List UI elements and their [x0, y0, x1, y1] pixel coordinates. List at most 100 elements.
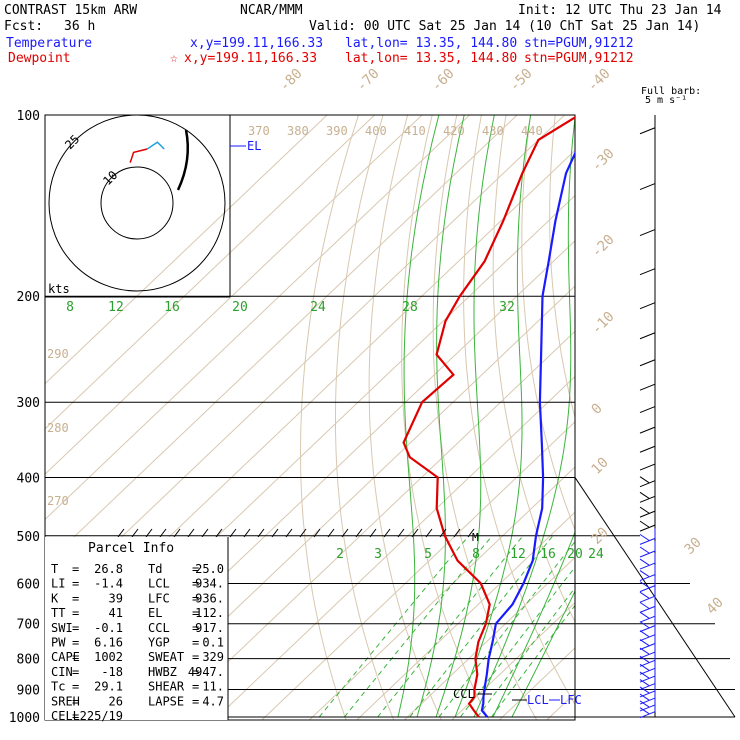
parcel-name: SWI	[51, 621, 73, 635]
theta-label: 400	[365, 124, 387, 138]
wind-barb	[639, 673, 656, 691]
parcel-value: 936.	[195, 591, 224, 605]
forecast-value: 36 h	[64, 19, 96, 34]
mixing-ratio-label: 3	[374, 547, 382, 562]
dewpoint-line	[402, 116, 575, 718]
parcel-name: LFC	[148, 591, 170, 605]
parcel-name: HWBZ	[148, 665, 177, 679]
hatch-mark	[425, 528, 433, 538]
wind-barb	[639, 470, 656, 488]
parcel-eq: =	[72, 606, 79, 620]
pressure-label-900: 900	[17, 683, 40, 698]
parcel-eq: =	[192, 636, 199, 650]
moist-label: 24	[310, 300, 326, 315]
barb-flag	[639, 634, 656, 642]
dry-adiabat	[629, 115, 740, 730]
hatch-mark	[201, 528, 209, 538]
parcel-value: 225/19	[80, 709, 123, 723]
el-label: EL	[247, 139, 261, 153]
barb-flag	[639, 595, 656, 603]
parcel-name: LAPSE	[148, 694, 184, 708]
parcel-eq: =	[192, 694, 199, 708]
parcel-info-row: CAPE= 1002 SWEAT = 329	[51, 650, 224, 664]
parcel-eq: =	[192, 650, 199, 664]
isotherm	[498, 647, 575, 720]
theta-left-label: 270	[47, 494, 69, 508]
parcel-value: -1.4	[94, 577, 123, 591]
wind-barb	[639, 322, 656, 340]
hodo-trace-low	[129, 148, 148, 163]
wind-barb	[639, 292, 656, 310]
isotherm	[546, 692, 575, 720]
hatch-mark	[369, 528, 377, 538]
sounding-series	[402, 116, 575, 718]
parcel-name: CELL	[51, 709, 80, 723]
moist-label: 16	[164, 300, 180, 315]
parcel-eq: =	[72, 621, 79, 635]
barb-flag	[639, 332, 656, 340]
wind-barb	[639, 417, 656, 434]
wind-barb	[639, 633, 656, 650]
hatch-mark	[131, 528, 139, 538]
hatch-mark	[187, 528, 195, 538]
moist-adiabat	[397, 115, 440, 718]
barb-flag	[639, 550, 656, 558]
parcel-eq: =	[72, 591, 79, 605]
barb-legend-units: 5 m s⁻¹	[645, 95, 688, 106]
barb-flag	[639, 643, 656, 650]
parcel-eq: =	[72, 694, 79, 708]
parcel-eq: =	[192, 562, 199, 576]
hatch-mark	[411, 528, 419, 538]
mixing-ratio-label: 16	[540, 547, 556, 562]
isotherm	[45, 115, 376, 430]
hodo-ring-label-25: 25	[62, 132, 82, 152]
pressure-label-100: 100	[17, 109, 40, 124]
barb-flag	[639, 562, 656, 570]
dry-adiabat	[521, 115, 575, 532]
legend-temperature-latlon: lat,lon= 13.35, 144.80	[345, 36, 518, 51]
dry-adiabat	[335, 115, 395, 720]
wind-barb	[639, 396, 656, 414]
mixing-ratio-label: 5	[424, 547, 432, 562]
parcel-eq: =	[192, 577, 199, 591]
barb-flag	[639, 476, 650, 484]
wind-barb	[639, 586, 656, 603]
barb-flag	[639, 302, 656, 310]
parcel-name: CCL	[148, 621, 170, 635]
hatch-mark	[159, 528, 167, 538]
barb-flag	[639, 406, 656, 414]
isotherm-label: 0	[589, 401, 606, 418]
legend-temperature-stn: stn=PGUM,91212	[524, 36, 634, 51]
isotherm	[451, 602, 575, 720]
isotherm-label: 40	[704, 595, 727, 618]
barb-flag	[639, 268, 656, 276]
parcel-name: SREH	[51, 694, 80, 708]
dry-adiabat	[299, 115, 359, 720]
barb-legend-title: Full barb:	[641, 86, 702, 97]
hatch-mark	[229, 528, 237, 538]
barb-flag	[639, 651, 656, 659]
parcel-eq: =	[72, 562, 79, 576]
isotherm-label: -20	[589, 232, 618, 261]
wind-barb	[639, 117, 656, 135]
barb-flag	[639, 615, 656, 623]
mixing-ratio-line	[344, 535, 493, 718]
hatch-mark	[271, 528, 279, 538]
barb-flag	[639, 426, 656, 434]
wind-barb	[639, 541, 656, 558]
isotherm-label: 10	[589, 455, 612, 478]
legend-temperature-name: Temperature	[6, 36, 93, 51]
parcel-value: 41	[109, 606, 123, 620]
mixing-ratio-label: 8	[472, 547, 480, 562]
parcel-eq: =	[192, 621, 199, 635]
barb-flag	[639, 480, 656, 488]
hatch-mark	[341, 528, 349, 538]
barb-flag	[639, 711, 656, 719]
isotherm	[308, 466, 575, 720]
parcel-name: K	[51, 591, 59, 605]
barb-flag	[639, 533, 650, 541]
parcel-name: T	[51, 562, 58, 576]
parcel-eq: =	[72, 636, 79, 650]
parcel-eq: =	[72, 577, 79, 591]
